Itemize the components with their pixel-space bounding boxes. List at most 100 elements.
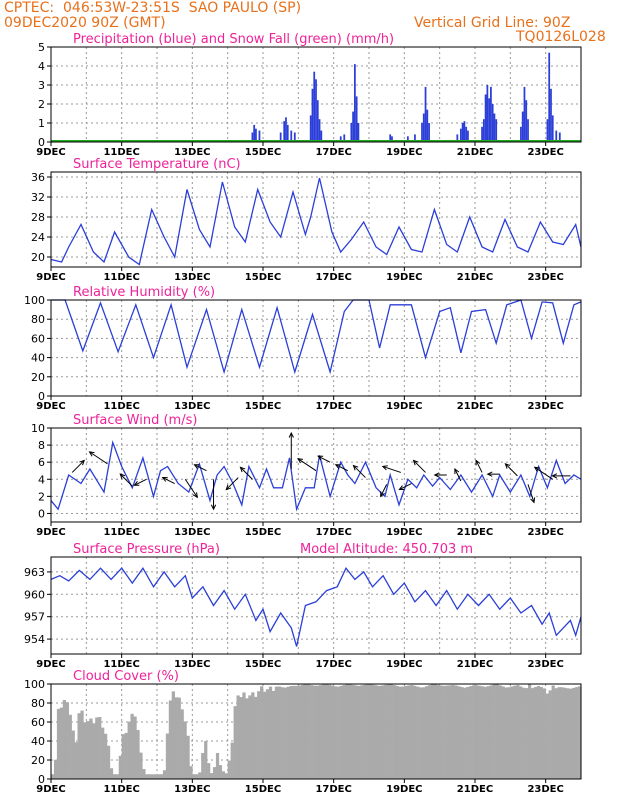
- cloud-bar: [307, 684, 311, 779]
- pressure-frame: [50, 556, 582, 655]
- cloud-bar: [480, 686, 485, 779]
- cloud-bar: [121, 734, 125, 779]
- precip-bar: [428, 123, 430, 142]
- wind-vector-head: [119, 473, 126, 479]
- cloud-bar: [510, 686, 514, 779]
- x-tick-label: 21DEC: [457, 784, 493, 795]
- cloud-bar: [369, 684, 373, 779]
- wind-vector-arrow: [381, 465, 401, 473]
- precip-title: Precipitation (blue) and Snow Fall (gree…: [73, 32, 394, 47]
- cloud-bar: [424, 686, 429, 779]
- cloud-bar: [316, 685, 320, 779]
- cloud-bar: [183, 721, 187, 779]
- wind-vector-head: [433, 472, 440, 478]
- cloud-bar: [171, 691, 175, 779]
- y-tick-label: 100: [24, 678, 45, 691]
- precip-bar: [550, 88, 552, 142]
- x-tick-label: 15DEC: [245, 147, 281, 158]
- cloud-bar: [80, 710, 84, 779]
- wind-vector-head: [317, 455, 324, 461]
- wind-vector-head: [504, 463, 511, 469]
- cloud-bar: [68, 714, 72, 779]
- precip-bar: [459, 128, 462, 142]
- precip-bar: [521, 111, 524, 142]
- wind-vector-arrow: [133, 478, 147, 486]
- x-tick-label: 9DEC: [36, 147, 65, 158]
- cloud-bar: [257, 691, 261, 779]
- x-tick-label: 21DEC: [457, 272, 493, 283]
- precip-bar: [490, 86, 492, 142]
- cloud-bar: [321, 684, 326, 779]
- x-tick-label: 17DEC: [315, 659, 351, 670]
- precip-panel: 0 1 2 3 4 5 9DEC 11DEC 13DEC 15DEC 17DEC 19DEC 21DEC…: [36, 32, 582, 158]
- rh-panel: 0 20 40 60 80 100 9DEC 11DEC 13DEC 15DEC 17DEC 19DE…: [24, 285, 582, 412]
- y-tick-label: 954: [24, 633, 45, 646]
- x-tick-label: 9DEC: [36, 272, 65, 283]
- wind-vector-head: [225, 484, 232, 491]
- x-tick-label: 19DEC: [386, 401, 422, 412]
- cloud-bar: [159, 774, 164, 779]
- precip-bar: [293, 132, 296, 142]
- precip-frame: [50, 46, 582, 143]
- wind-vector-arrow: [161, 477, 175, 484]
- cloud-bar: [133, 716, 137, 779]
- cloud-bar: [457, 686, 461, 779]
- wind-panel: 0 2 4 6 8 10 9DEC 11DEC 13DEC 15DEC 17DEC 19DEC 21DE…: [31, 413, 582, 538]
- cloud-bar: [204, 741, 208, 779]
- wind-vector-head: [133, 481, 140, 486]
- x-tick-label: 11DEC: [103, 401, 139, 412]
- cloud-bar: [136, 730, 140, 779]
- cloud-bar: [522, 687, 526, 779]
- pressure-panel: 954 957 960 963 9DEC 11DEC 13DEC 15DEC 17DEC 19DE…: [24, 542, 582, 670]
- cloud-bar: [195, 774, 199, 779]
- wind-vector-arrow: [454, 467, 462, 482]
- cloud-bar: [427, 685, 432, 779]
- cloud-bar: [215, 753, 220, 779]
- wind-vector-arrow: [297, 458, 317, 472]
- cloud-bar: [118, 755, 122, 779]
- cloud-bar: [207, 763, 211, 779]
- cloud-bar: [436, 685, 440, 779]
- x-tick-label: 15DEC: [245, 527, 281, 538]
- x-tick-label: 11DEC: [103, 527, 139, 538]
- cloud-bar: [366, 684, 370, 779]
- cloud-bar: [65, 702, 69, 779]
- x-tick-label: 19DEC: [386, 272, 422, 283]
- cloud-bar: [180, 709, 184, 779]
- cloud-bar: [165, 733, 170, 779]
- x-tick-label: 9DEC: [36, 527, 65, 538]
- precip-bar: [551, 115, 554, 142]
- cloud-bar: [71, 730, 75, 779]
- cloud-bar: [348, 684, 352, 779]
- wind-vector-head: [398, 485, 405, 491]
- precip-bar: [488, 98, 491, 142]
- y-tick-label: 100: [24, 294, 45, 307]
- precip-bar: [255, 128, 257, 142]
- x-tick-label: 23DEC: [527, 659, 563, 670]
- x-tick-label: 13DEC: [174, 401, 210, 412]
- cloud-bar: [268, 686, 273, 779]
- cloud-bar: [377, 685, 382, 779]
- y-tick-label: 2: [38, 490, 45, 503]
- cloud-bar: [227, 760, 231, 779]
- y-tick-label: 8: [38, 439, 45, 452]
- wind-vector-head: [239, 466, 246, 473]
- wind-vector-shaft: [134, 478, 147, 486]
- wind-vector-shaft: [380, 484, 388, 497]
- y-tick-label: 960: [24, 588, 45, 601]
- cloud-bar: [539, 687, 544, 779]
- cloud-bar: [448, 685, 452, 779]
- cloud-bar: [139, 752, 143, 779]
- wind-vector-head: [334, 464, 341, 469]
- cloud-bar: [292, 685, 296, 779]
- wind-vector-arrow: [551, 473, 571, 479]
- wind-vector-shaft: [382, 465, 401, 473]
- y-tick-label: 20: [31, 371, 45, 384]
- cloud-bar: [277, 686, 281, 779]
- cloud-bar: [127, 721, 131, 779]
- y-tick-label: 40: [31, 735, 45, 748]
- cloud-bar: [392, 685, 396, 779]
- cloud-bar: [542, 688, 546, 779]
- model-id: TQ0126L028: [516, 29, 606, 45]
- cloud-bar: [218, 765, 223, 779]
